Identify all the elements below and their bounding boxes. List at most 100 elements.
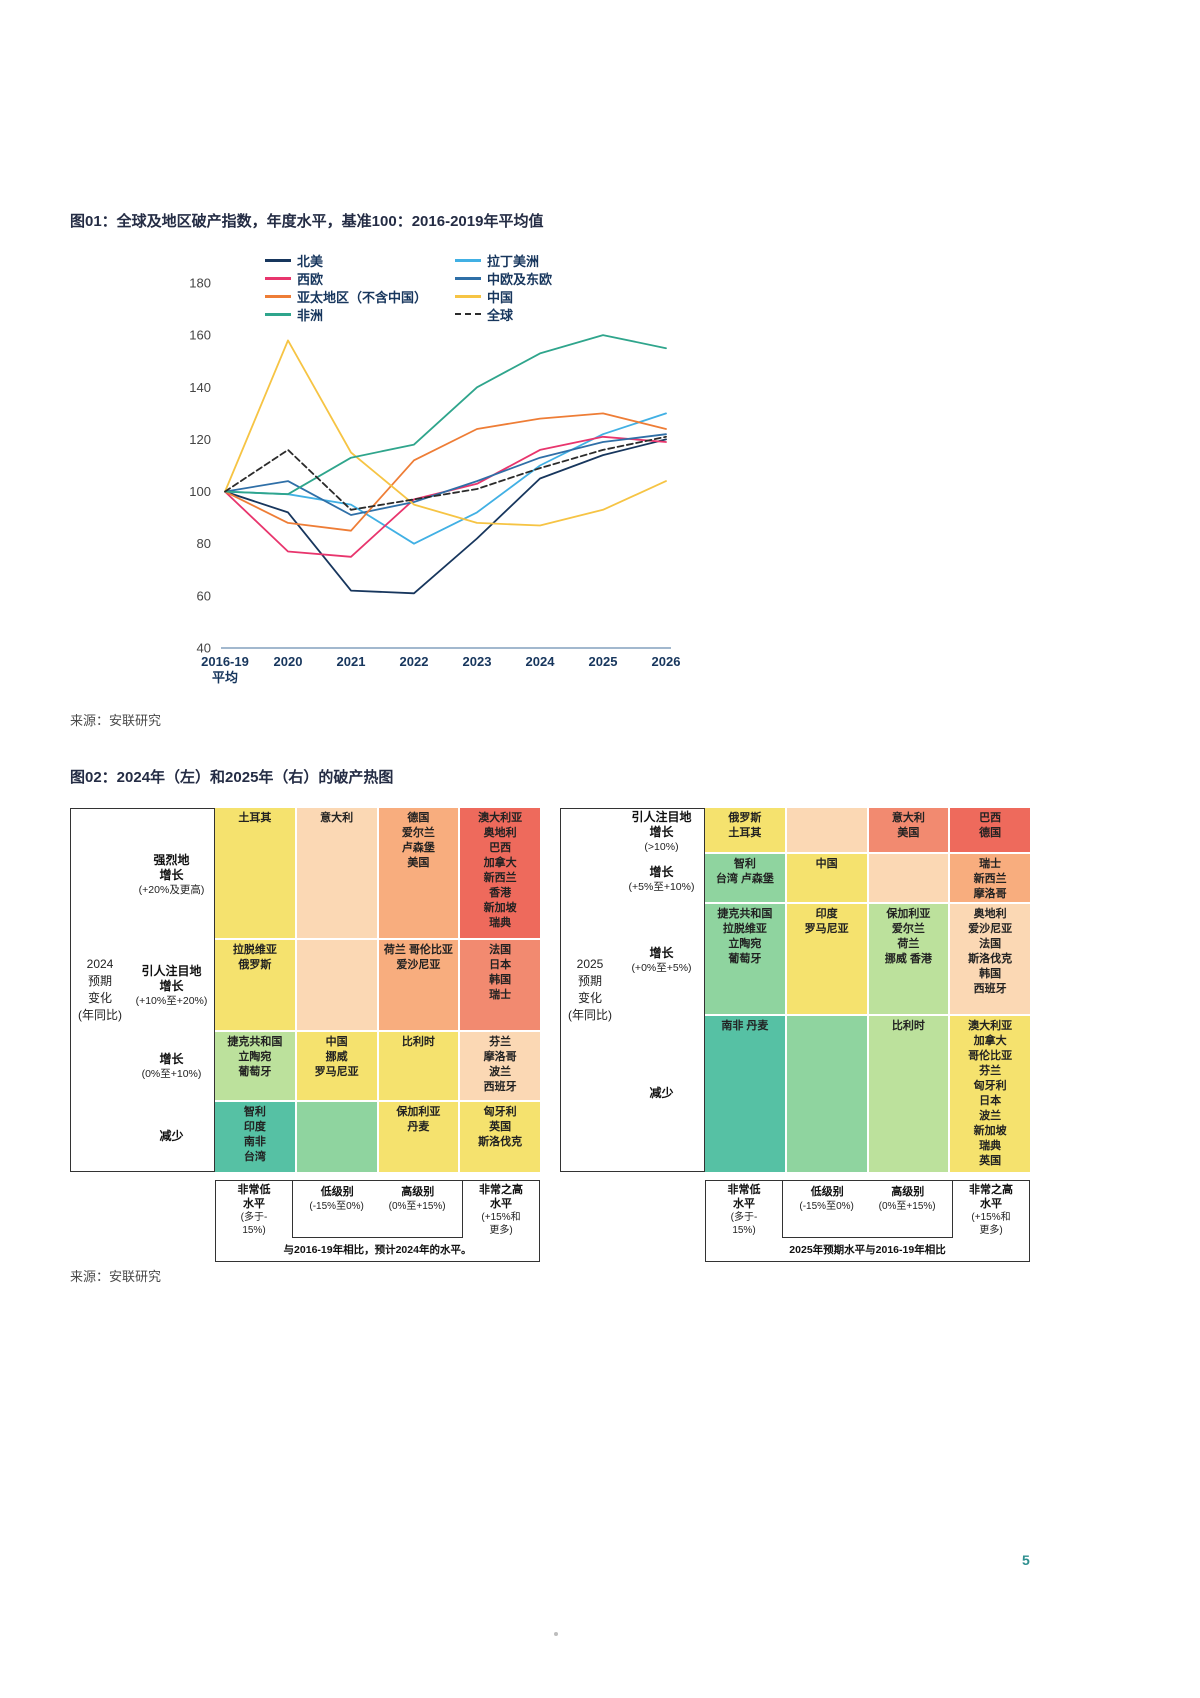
legend-item: 西欧 — [265, 270, 324, 287]
heatmap-cell: 智利 印度 南非 台湾 — [215, 1102, 295, 1172]
legend-swatch-icon — [455, 258, 481, 262]
heatmap-row-labels: 引人注目地 增长 (>10%) 增长 (+5%至+10%) 增长 (+0%至+5%) 减少 — [619, 809, 704, 1171]
legend-item: 非洲 — [265, 306, 323, 323]
heatmap-grid-row: 拉脱维亚 俄罗斯 荷兰 哥伦比亚 爱沙尼亚 法国 日本 韩国 瑞士 — [215, 940, 540, 1030]
heatmap-grid-row: 智利 印度 南非 台湾 保加利亚 丹麦 匈牙利 英国 斯洛伐克 — [215, 1102, 540, 1172]
heatmap-cell: 土耳其 — [215, 808, 295, 938]
heatmap-row-label: 强烈地 增长 (+20%及更高) — [138, 852, 205, 896]
series-line — [224, 438, 667, 595]
heatmap-cell: 匈牙利 英国 斯洛伐克 — [460, 1102, 540, 1172]
heatmap-legend-footer: 2025年预期水平与2016-19年相比 — [789, 1244, 946, 1256]
heatmap-cell: 奥地利 爱沙尼亚 法国 斯洛伐克 韩国 西班牙 — [950, 904, 1030, 1014]
heatmap-sidebar: 2024 预期 变化 (年同比) 强烈地 增长 (+20%及更高) 引人注目地 增长 (+10%至… — [70, 808, 215, 1172]
x-tick-label: 2022 — [400, 654, 429, 669]
heatmap-legend-mid: 低级别 高级别 (-15%至0%) (0%至+15%) — [782, 1181, 953, 1238]
x-tick-label: 2020 — [274, 654, 303, 669]
tiny-dot — [554, 1632, 558, 1636]
heatmap-grid-row: 俄罗斯 土耳其 意大利 美国 巴西 德国 — [705, 808, 1030, 852]
heatmap-grid-row: 捷克共和国 拉脱维亚 立陶宛 葡萄牙 印度 罗马尼亚 保加利亚 爱尔兰 荷兰 挪威 香港 奥地利 爱沙… — [705, 904, 1030, 1014]
heatmap-legend-col: 非常之高 水平 (+15%和 更多) — [969, 1184, 1013, 1236]
heatmap-row-label: 减少 — [649, 1085, 674, 1100]
heatmap-cell: 比利时 — [378, 1032, 459, 1100]
legend-label: 全球 — [487, 307, 514, 323]
heatmap-cell: 瑞士 新西兰 摩洛哥 — [950, 854, 1030, 902]
x-tick-label: 2016-19 — [201, 654, 249, 669]
heatmap-cell: 捷克共和国 立陶宛 葡萄牙 — [215, 1032, 295, 1100]
legend-swatch-icon — [265, 258, 291, 262]
heatmap-cell: 芬兰 摩洛哥 波兰 西班牙 — [460, 1032, 540, 1100]
legend-item: 中国 — [455, 288, 514, 305]
heatmap-legend-footer: 与2016-19年相比，预计2024年的水平。 — [283, 1244, 472, 1256]
heatmap-cell: 南非 丹麦 — [705, 1016, 785, 1172]
series-line — [224, 435, 667, 558]
chart-legend: 北美西欧亚太地区（不含中国） 非洲 拉丁美洲中欧及东欧中国全球 — [185, 248, 705, 328]
legend-swatch-icon — [265, 294, 291, 298]
heatmap-cell — [296, 940, 377, 1030]
heatmap-legend-col: 非常之高 水平 (+15%和 更多) — [479, 1184, 523, 1236]
legend-swatch-icon — [455, 313, 481, 315]
x-tick-label: 2023 — [463, 654, 492, 669]
heatmap-grid: 土耳其 意大利 德国 爱尔兰 卢森堡 美国 澳大利亚 奥地利 巴西 加拿大 新西兰 香港 新加坡 瑞典 拉脱… — [215, 808, 540, 1172]
heatmap-cell: 俄罗斯 土耳其 — [705, 808, 785, 852]
legend-swatch-icon — [455, 294, 481, 298]
heatmap-cell: 比利时 — [868, 1016, 949, 1172]
heatmap-cell — [868, 854, 949, 902]
heatmap-cell: 澳大利亚 奥地利 巴西 加拿大 新西兰 香港 新加坡 瑞典 — [460, 808, 540, 938]
legend-item: 中欧及东欧 — [455, 270, 553, 287]
y-tick-label: 40 — [197, 641, 211, 656]
heatmap-grid-row: 智利 台湾 卢森堡 中国 瑞士 新西兰 摩洛哥 — [705, 854, 1030, 902]
series-line — [224, 435, 667, 511]
heatmap-legend: 非常低 水平 (多于- 15%) 低级别 高级别 (-15%至0%) (0%至+15%) 非常之… — [215, 1180, 540, 1262]
legend-swatch-icon — [265, 312, 291, 316]
legend-item: 北美 — [265, 252, 323, 269]
heatmap-legend-col: 非常低 水平 (多于- 15%) — [237, 1184, 271, 1236]
y-tick-label: 100 — [189, 484, 211, 499]
heatmap-cell: 意大利 — [296, 808, 377, 938]
fig2-source: 来源：安联研究 — [70, 1269, 162, 1284]
legend-swatch-icon — [455, 276, 481, 280]
heatmap-row-label: 增长 (0%至+10%) — [141, 1052, 202, 1081]
heatmap-legend-mid: 低级别 高级别 (-15%至0%) (0%至+15%) — [292, 1181, 463, 1238]
x-tick-label: 2021 — [337, 654, 366, 669]
heatmap-row-label: 引人注目地 增长 (+10%至+20%) — [135, 964, 208, 1008]
legend-label: 拉丁美洲 — [487, 253, 540, 269]
heatmap-grid-row: 土耳其 意大利 德国 爱尔兰 卢森堡 美国 澳大利亚 奥地利 巴西 加拿大 新西兰 香港 新加坡 瑞典 — [215, 808, 540, 938]
fig1-title: 图01：全球及地区破产指数，年度水平，基准100：2016-2019年平均值 — [70, 213, 544, 230]
y-tick-label: 80 — [197, 536, 211, 551]
heatmap-legend: 非常低 水平 (多于- 15%) 低级别 高级别 (-15%至0%) (0%至+15%) 非常之… — [705, 1180, 1030, 1262]
heatmap-cell: 澳大利亚 加拿大 哥伦比亚 芬兰 匈牙利 日本 波兰 新加坡 瑞典 英国 — [950, 1016, 1030, 1172]
heatmap-year-label: 2024 预期 变化 (年同比) — [78, 957, 122, 1022]
legend-label: 亚太地区（不含中国） — [297, 289, 428, 305]
heatmap-sidebar: 2025 预期 变化 (年同比) 引人注目地 增长 (>10%) 增长 (+5%至+10%) 增长… — [560, 808, 705, 1172]
heatmap-cell: 意大利 美国 — [868, 808, 949, 852]
heatmap-year-label: 2025 预期 变化 (年同比) — [568, 957, 612, 1022]
fig1-source: 来源：安联研究 — [70, 713, 162, 728]
series-line — [224, 334, 667, 496]
y-tick-label: 140 — [189, 380, 211, 395]
heatmap-cell: 中国 — [786, 854, 867, 902]
fig2-title: 图02：2024年（左）和2025年（右）的破产热图 — [70, 769, 394, 786]
y-tick-label: 160 — [189, 328, 211, 343]
legend-swatch-icon — [265, 276, 291, 280]
legend-label: 中欧及东欧 — [487, 271, 553, 287]
heatmap-cell — [786, 808, 867, 852]
legend-label: 西欧 — [297, 271, 324, 287]
legend-item: 拉丁美洲 — [455, 252, 540, 269]
legend-item: 全球 — [455, 306, 514, 323]
heatmap-cell: 印度 罗马尼亚 — [786, 904, 867, 1014]
heatmap-row-label: 引人注目地 增长 (>10%) — [631, 809, 692, 853]
x-tick-label: 2025 — [589, 654, 618, 669]
heatmap-cell — [786, 1016, 867, 1172]
x-tick-label: 平均 — [212, 670, 238, 685]
page-number: 5 — [1022, 1552, 1030, 1568]
heatmap-cell: 捷克共和国 拉脱维亚 立陶宛 葡萄牙 — [705, 904, 785, 1014]
heatmap-cell: 法国 日本 韩国 瑞士 — [460, 940, 540, 1030]
heatmap-legend-col: 非常低 水平 (多于- 15%) — [727, 1184, 761, 1236]
legend-label: 中国 — [487, 289, 514, 305]
heatmap-cell: 中国 挪威 罗马尼亚 — [296, 1032, 377, 1100]
x-tick-label: 2026 — [652, 654, 681, 669]
heatmap-2024: 2024 预期 变化 (年同比) 强烈地 增长 (+20%及更高) 引人注目地 增长 (+10%至… — [70, 808, 540, 1264]
heatmap-cell: 荷兰 哥伦比亚 爱沙尼亚 — [378, 940, 459, 1030]
heatmap-cell: 保加利亚 爱尔兰 荷兰 挪威 香港 — [868, 904, 949, 1014]
